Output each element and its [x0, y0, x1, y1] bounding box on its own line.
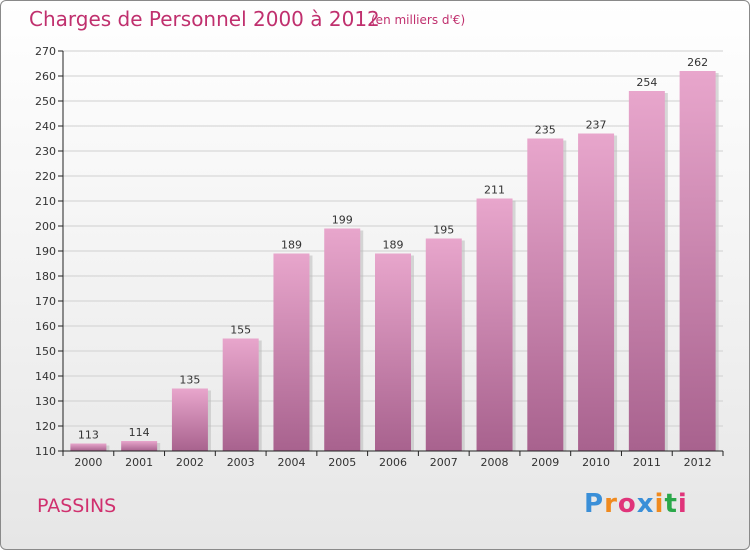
- x-tick-label: 2003: [227, 456, 255, 469]
- y-tick-label: 150: [35, 345, 56, 358]
- x-tick-label: 2011: [633, 456, 661, 469]
- logo-letter: t: [664, 489, 678, 519]
- y-tick-label: 250: [35, 95, 56, 108]
- data-label: 195: [433, 224, 454, 237]
- bar: [578, 133, 615, 451]
- data-label: 189: [281, 239, 302, 252]
- bar: [527, 138, 564, 451]
- y-tick-label: 230: [35, 145, 56, 158]
- logo-letter: o: [617, 489, 637, 519]
- chart-subtitle: (en milliers d'€): [371, 13, 466, 27]
- x-tick-label: 2004: [277, 456, 305, 469]
- x-tick-label: 2008: [481, 456, 509, 469]
- bar: [121, 441, 158, 451]
- data-label: 211: [484, 184, 505, 197]
- data-label: 262: [687, 56, 708, 69]
- commune-name: PASSINS: [37, 495, 117, 517]
- bar: [476, 198, 513, 451]
- data-label: 237: [586, 119, 607, 132]
- y-tick-label: 270: [35, 45, 56, 58]
- bar: [425, 238, 462, 451]
- data-label: 113: [78, 429, 99, 442]
- x-tick-label: 2007: [430, 456, 458, 469]
- x-tick-label: 2002: [176, 456, 204, 469]
- x-tick-label: 2001: [125, 456, 153, 469]
- bar: [375, 253, 411, 451]
- y-tick-label: 130: [35, 395, 56, 408]
- bar: [70, 443, 107, 451]
- bar: [273, 253, 310, 451]
- labels: 110 120 130 140 150 160 170 180 190 200 210 220 230 2…: [35, 45, 712, 469]
- x-tick-label: 2009: [531, 456, 559, 469]
- y-tick-label: 120: [35, 420, 56, 433]
- data-label: 135: [179, 374, 200, 387]
- y-tick-label: 170: [35, 295, 56, 308]
- logo-letter: P: [584, 489, 605, 519]
- data-label: 155: [230, 324, 251, 337]
- bar: [679, 71, 716, 451]
- y-tick-label: 160: [35, 320, 56, 333]
- y-tick-label: 240: [35, 120, 56, 133]
- x-tick-label: 2012: [684, 456, 712, 469]
- bar: [324, 228, 361, 451]
- x-tick-label: 2000: [74, 456, 102, 469]
- x-tick-label: 2005: [328, 456, 356, 469]
- data-label: 114: [129, 426, 150, 439]
- bars: [70, 71, 719, 451]
- bar: [628, 91, 665, 451]
- y-tick-label: 140: [35, 370, 56, 383]
- y-tick-label: 200: [35, 220, 56, 233]
- logo-letter: x: [636, 489, 655, 519]
- x-tick-label: 2006: [379, 456, 407, 469]
- data-label: 189: [383, 239, 404, 252]
- logo-letter: r: [604, 489, 618, 519]
- y-tick-label: 190: [35, 245, 56, 258]
- data-label: 199: [332, 214, 353, 227]
- logo-letter: i: [654, 489, 665, 519]
- y-tick-label: 210: [35, 195, 56, 208]
- data-label: 235: [535, 124, 556, 137]
- y-tick-label: 220: [35, 170, 56, 183]
- data-label: 254: [636, 76, 657, 89]
- x-tick-label: 2010: [582, 456, 610, 469]
- y-tick-label: 260: [35, 70, 56, 83]
- axes: [58, 50, 724, 456]
- proxiti-logo[interactable]: Proxiti: [584, 489, 688, 519]
- logo-letter: i: [677, 489, 688, 519]
- chart-title: Charges de Personnel 2000 à 2012: [29, 7, 380, 31]
- y-tick-label: 110: [35, 445, 56, 458]
- y-tick-label: 180: [35, 270, 56, 283]
- bar: [222, 338, 259, 451]
- bar: [171, 388, 208, 451]
